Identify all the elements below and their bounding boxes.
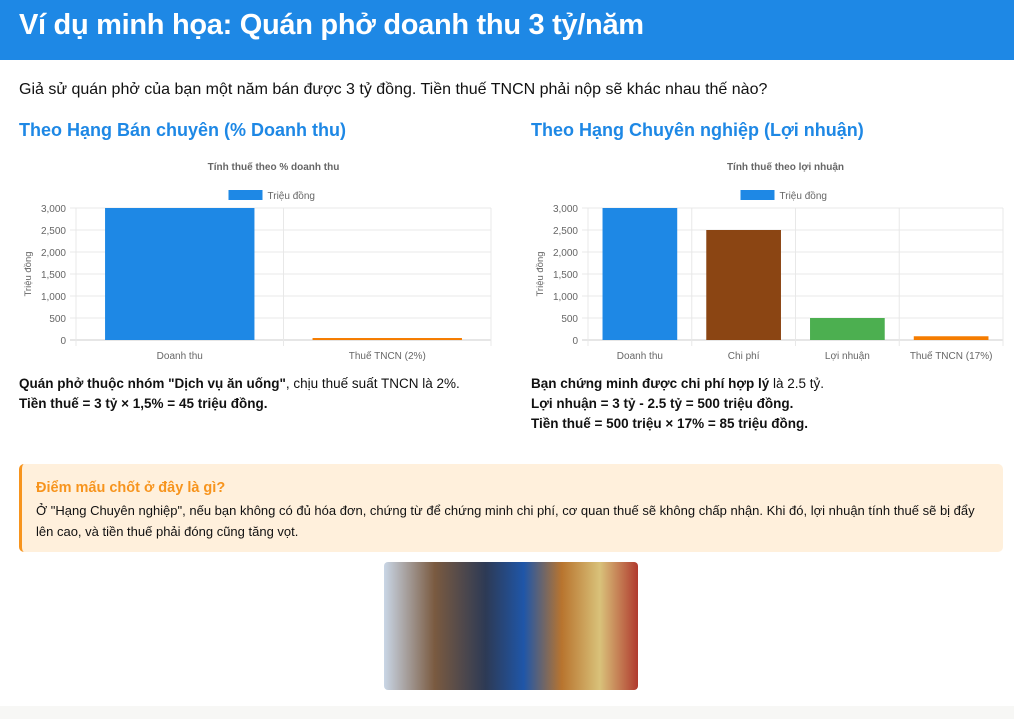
y-tick-label: 2,500 xyxy=(41,226,66,237)
y-tick-label: 0 xyxy=(572,336,578,347)
y-tick-label: 500 xyxy=(561,314,578,325)
y-tick-label: 2,500 xyxy=(553,226,578,237)
y-axis-label: Triệu đồng xyxy=(535,251,546,296)
y-tick-label: 2,000 xyxy=(553,248,578,259)
right-line1-bold: Bạn chứng minh được chi phí hợp lý xyxy=(531,376,770,391)
left-line1-rest: , chịu thuế suất TNCN là 2%. xyxy=(285,376,460,391)
left-section-heading: Theo Hạng Bán chuyên (% Doanh thu) xyxy=(19,120,346,140)
legend-swatch xyxy=(228,190,263,200)
bar-thu-tncn-17- xyxy=(913,336,989,340)
x-tick-label: Thuế TNCN (2%) xyxy=(349,350,426,362)
y-axis-label: Triệu đồng xyxy=(23,251,34,296)
legend-label: Triệu đồng xyxy=(780,190,827,202)
y-tick-label: 3,000 xyxy=(553,204,578,215)
y-tick-label: 1,000 xyxy=(41,292,66,303)
chart-title: Tính thuế theo lợi nhuận xyxy=(727,161,844,173)
x-tick-label: Lợi nhuận xyxy=(825,351,870,362)
bar-doanh-thu xyxy=(602,208,678,340)
intro-text: Giả sử quán phở của bạn một năm bán được… xyxy=(19,81,768,98)
x-tick-label: Thuế TNCN (17%) xyxy=(910,350,993,362)
right-line3: Tiền thuế = 500 triệu × 17% = 85 triệu đ… xyxy=(531,416,808,431)
y-tick-label: 2,000 xyxy=(41,248,66,259)
page-header: Ví dụ minh họa: Quán phở doanh thu 3 tỷ/… xyxy=(0,0,1014,60)
bar-doanh-thu xyxy=(105,208,255,340)
y-tick-label: 1,500 xyxy=(41,270,66,281)
left-explanation: Quán phở thuộc nhóm "Dịch vụ ăn uống", c… xyxy=(19,374,460,414)
callout-body: Ở "Hạng Chuyên nghiệp", nếu bạn không có… xyxy=(36,503,975,539)
profit-tax-chart: Tính thuế theo lợi nhuận Triệu đồng 0 500 1,… xyxy=(535,161,1004,362)
bar-l-i-nhu-n xyxy=(810,318,885,340)
bar-thu-tncn-2- xyxy=(312,338,462,341)
grocery-shop-photo xyxy=(384,562,638,690)
right-section-heading: Theo Hạng Chuyên nghiệp (Lợi nhuận) xyxy=(531,120,864,140)
y-tick-label: 1,000 xyxy=(553,292,578,303)
right-explanation: Bạn chứng minh được chi phí hợp lý là 2.… xyxy=(531,374,824,434)
legend-swatch xyxy=(740,190,775,200)
y-tick-label: 500 xyxy=(49,314,66,325)
x-tick-label: Chi phí xyxy=(728,351,760,362)
bar-chi-ph- xyxy=(706,230,781,340)
page-title: Ví dụ minh họa: Quán phở doanh thu 3 tỷ/… xyxy=(19,9,644,41)
left-line1-bold: Quán phở thuộc nhóm "Dịch vụ ăn uống" xyxy=(19,376,286,391)
x-tick-label: Doanh thu xyxy=(157,351,203,362)
legend-label: Triệu đồng xyxy=(268,190,315,202)
y-tick-label: 1,500 xyxy=(553,270,578,281)
y-tick-label: 0 xyxy=(60,336,66,347)
key-point-callout: Điểm mấu chốt ở đây là gì? Ở "Hạng Chuyê… xyxy=(19,464,1003,552)
right-line2: Lợi nhuận = 3 tỷ - 2.5 tỷ = 500 triệu đồ… xyxy=(531,396,794,411)
footer-band xyxy=(0,706,1014,719)
right-line1-rest: là 2.5 tỷ. xyxy=(769,376,825,391)
x-tick-label: Doanh thu xyxy=(617,351,663,362)
revenue-tax-chart: Tính thuế theo % doanh thu Triệu đồng 0 500… xyxy=(23,161,492,362)
y-tick-label: 3,000 xyxy=(41,204,66,215)
chart-title: Tính thuế theo % doanh thu xyxy=(208,161,340,173)
left-line2: Tiền thuế = 3 tỷ × 1,5% = 45 triệu đồng. xyxy=(19,396,268,411)
callout-title: Điểm mấu chốt ở đây là gì? xyxy=(36,480,226,496)
